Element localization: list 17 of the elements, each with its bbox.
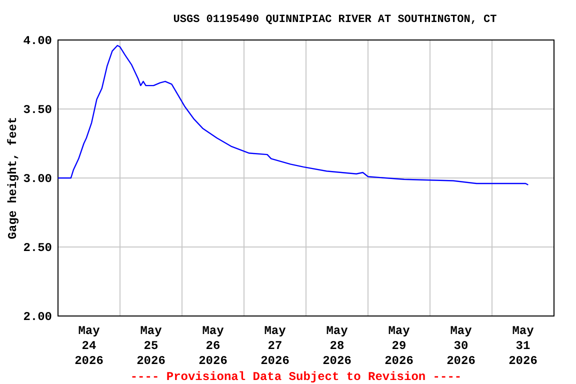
x-tick-label: May 26 2026	[198, 324, 228, 368]
x-tick-label: May 27 2026	[260, 324, 290, 368]
chart-title: USGS 01195490 QUINNIPIAC RIVER AT SOUTHINGTON, CT	[173, 14, 498, 26]
text: ---- Provisional Data Subject to Revision ----	[130, 370, 462, 384]
y-tick-label: 2.50	[23, 241, 52, 255]
line-series	[57, 44, 529, 186]
x-tick-label: May 28 2026	[322, 324, 352, 368]
x-tick-label: May 29 2026	[384, 324, 414, 368]
y-tick-label: 3.50	[23, 103, 52, 117]
y-tick-label: 3.00	[23, 172, 52, 186]
x-tick-label: May 24 2026	[74, 324, 104, 368]
x-tick-label: May 30 2026	[446, 324, 476, 368]
x-tick-label: May 31 2026	[508, 324, 538, 368]
x-tick-label: May 25 2026	[136, 324, 166, 368]
y-axis-title: Gage height, feet	[6, 116, 20, 240]
y-tick-label: 4.00	[23, 34, 52, 48]
y-tick-label: 2.00	[23, 310, 52, 324]
